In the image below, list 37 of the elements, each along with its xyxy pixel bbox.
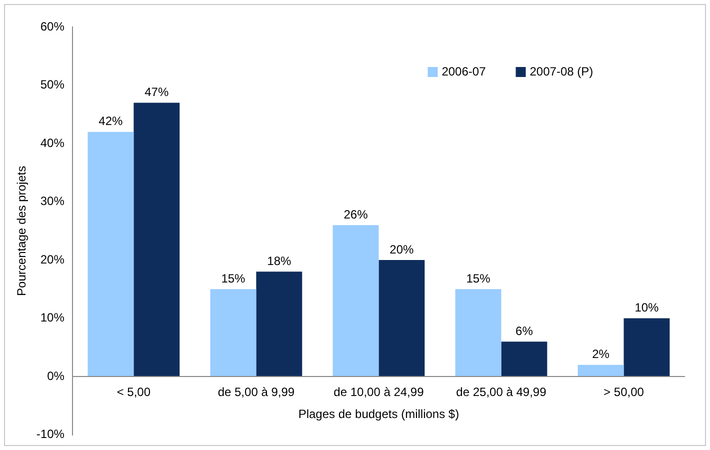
y-tick-label: 40%	[40, 136, 65, 150]
x-tick-label: > 50,00	[604, 384, 644, 399]
y-tick-label: 30%	[40, 194, 65, 208]
bar	[332, 225, 379, 377]
y-tick-label: 60%	[40, 19, 65, 34]
x-tick-label: de 10,00 à 24,99	[334, 384, 424, 399]
bar	[134, 102, 180, 377]
y-tick-label: 20%	[40, 252, 65, 266]
bar	[88, 132, 134, 377]
bar	[501, 342, 548, 377]
data-label: 26%	[344, 207, 368, 222]
data-label: 6%	[516, 324, 534, 338]
legend-label: 2006-07	[442, 64, 486, 78]
data-label: 15%	[466, 271, 491, 286]
legend-label: 2007-08 (P)	[530, 64, 594, 78]
x-tick-label: de 25,00 à 49,99	[456, 384, 547, 399]
data-label: 2%	[592, 347, 610, 362]
bar	[378, 260, 425, 377]
y-tick-label: 10%	[40, 310, 65, 325]
bar	[624, 318, 670, 377]
x-tick-label: < 5,00	[116, 384, 151, 399]
y-axis-title: Pourcentage des projets	[14, 166, 29, 296]
data-label: 10%	[634, 300, 660, 315]
y-tick-label: 0%	[47, 368, 65, 383]
y-tick-label: -10%	[36, 427, 65, 442]
bar	[578, 364, 624, 377]
x-axis-title: Plages de budgets (millions $)	[298, 406, 460, 421]
bar	[256, 272, 302, 377]
bar	[210, 289, 256, 377]
bar	[455, 289, 502, 377]
x-tick-label: de 5,00 à 9,99	[218, 384, 295, 399]
y-tick-label: 50%	[40, 78, 65, 92]
data-label: 15%	[221, 271, 246, 286]
data-label: 20%	[390, 242, 414, 256]
data-label: 18%	[267, 254, 292, 268]
data-label: 42%	[98, 114, 124, 128]
data-label: 47%	[144, 85, 169, 100]
